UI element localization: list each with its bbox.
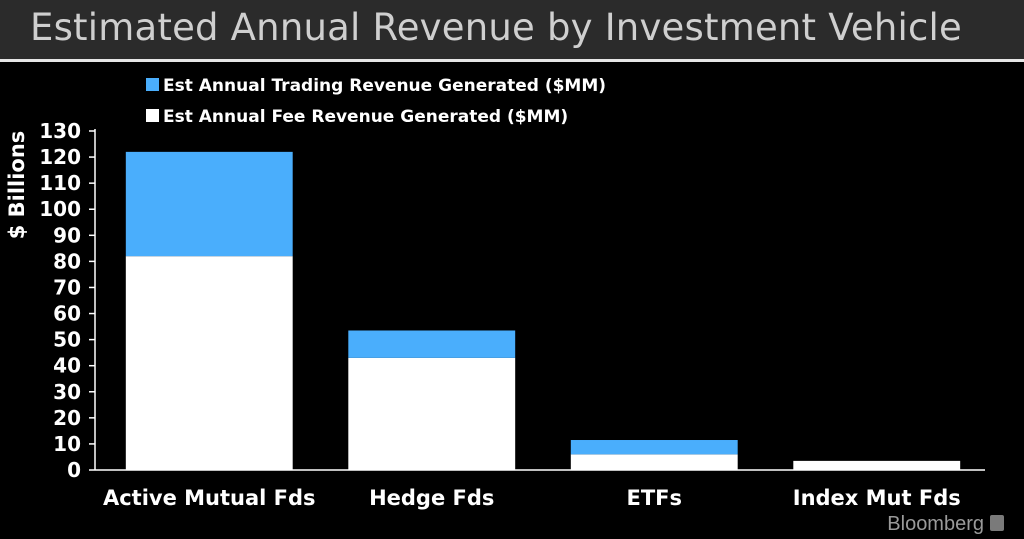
bloomberg-logo: Bloomberg — [887, 513, 984, 535]
chart-title: Estimated Annual Revenue by Investment V… — [30, 6, 962, 49]
bar-fee — [125, 256, 293, 470]
y-axis-label: $ Billions — [5, 131, 29, 240]
bloomberg-terminal-icon — [990, 515, 1004, 531]
bar-fee — [348, 357, 516, 470]
y-tick-label: 80 — [53, 249, 81, 273]
y-tick-label: 70 — [53, 275, 81, 299]
y-tick-label: 30 — [53, 380, 81, 404]
legend-label: Est Annual Trading Revenue Generated ($M… — [163, 76, 606, 96]
bar-fee — [793, 460, 961, 470]
y-tick-label: 40 — [53, 354, 81, 378]
y-tick-label: 90 — [53, 223, 81, 247]
x-tick-label: Index Mut Fds — [793, 486, 961, 510]
bar-trading — [348, 330, 516, 358]
legend-swatch — [146, 78, 159, 91]
x-tick-label: Active Mutual Fds — [103, 486, 316, 510]
y-tick-label: 0 — [67, 458, 81, 482]
bar-trading — [570, 440, 738, 455]
y-tick-label: 20 — [53, 406, 81, 430]
y-tick-label: 120 — [39, 145, 81, 169]
x-tick-label: ETFs — [626, 486, 682, 510]
title-bar: Estimated Annual Revenue by Investment V… — [0, 0, 1024, 62]
x-tick-label: Hedge Fds — [369, 486, 494, 510]
y-tick-label: 110 — [39, 171, 81, 195]
y-tick-label: 100 — [39, 197, 81, 221]
y-tick-label: 50 — [53, 328, 81, 352]
bar-fee — [570, 454, 738, 470]
y-tick-label: 130 — [39, 119, 81, 143]
legend-label: Est Annual Fee Revenue Generated ($MM) — [163, 107, 568, 127]
y-tick-label: 60 — [53, 302, 81, 326]
legend-swatch — [146, 109, 159, 122]
bar-trading — [125, 151, 293, 257]
y-tick-label: 10 — [53, 432, 81, 456]
